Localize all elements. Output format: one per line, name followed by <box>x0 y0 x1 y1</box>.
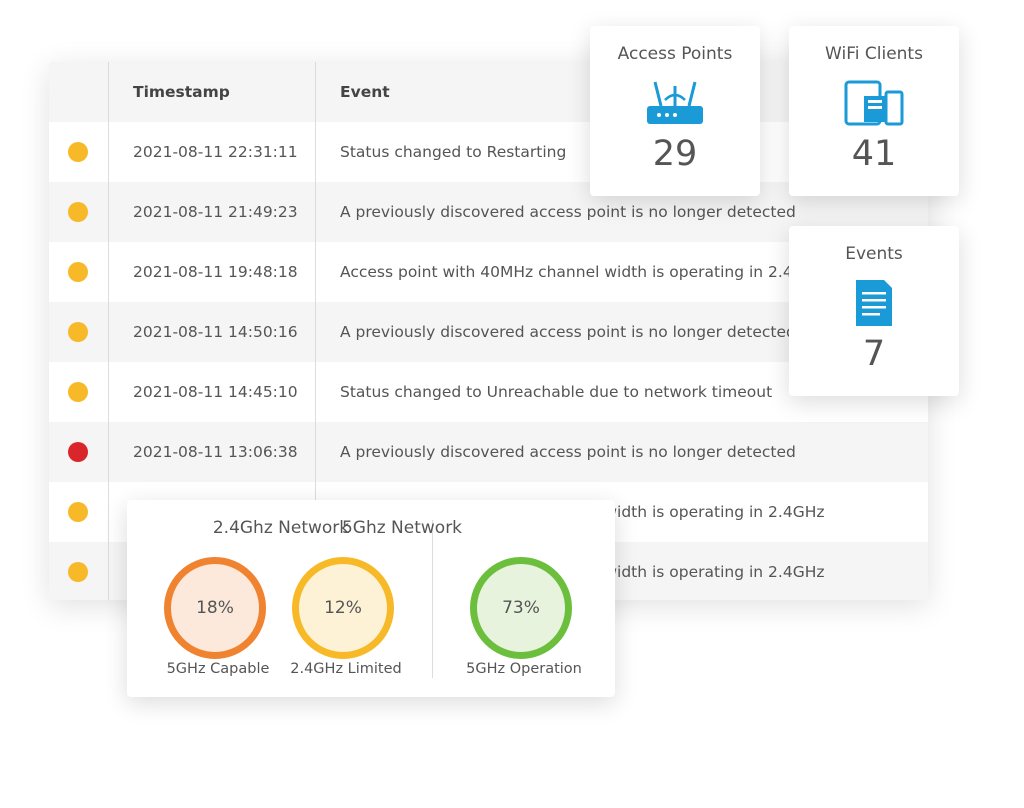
timestamp: 2021-08-11 21:49:23 <box>133 203 298 221</box>
network-title: 5Ghz Network <box>341 518 463 538</box>
divider <box>432 520 433 678</box>
gauge: 18% <box>164 557 266 659</box>
gauge: 73% <box>470 557 572 659</box>
card-value: 41 <box>851 134 897 174</box>
stat-card: WiFi Clients 41 <box>789 26 959 196</box>
gauge-caption: 5GHz Capable <box>166 661 270 677</box>
gauge-caption: 5GHz Operation <box>466 661 582 677</box>
status-dot <box>68 322 88 342</box>
status-dot <box>68 502 88 522</box>
card-value: 29 <box>652 134 698 174</box>
router-icon <box>647 81 703 124</box>
timestamp: 2021-08-11 13:06:38 <box>133 443 298 461</box>
card-title: Access Points <box>617 44 733 64</box>
card-title: WiFi Clients <box>825 44 923 64</box>
column-header: Timestamp <box>133 83 230 101</box>
table-row: 2021-08-11 19:48:18 Access point with 40M… <box>49 242 928 302</box>
timestamp: 2021-08-11 19:48:18 <box>133 263 298 281</box>
event-text: A previously discovered access point is … <box>340 443 796 461</box>
network-title: 2.4Ghz Network <box>212 518 350 538</box>
devices-icon <box>844 80 904 126</box>
table-row: 2021-08-11 14:50:16 A previously discover… <box>49 302 928 362</box>
status-dot <box>68 382 88 402</box>
timestamp: 2021-08-11 22:31:11 <box>133 143 298 161</box>
column-header: Event <box>340 83 390 101</box>
column-divider <box>315 62 316 600</box>
status-dot <box>68 262 88 282</box>
document-icon <box>856 280 892 326</box>
event-text: Access point with 40MHz channel width is… <box>340 263 825 281</box>
column-divider <box>108 62 109 600</box>
table-row: 2021-08-11 14:45:10 Status changed to Unr… <box>49 362 928 422</box>
status-dot <box>68 142 88 162</box>
card-value: 7 <box>862 334 886 374</box>
table-row: 2021-08-11 22:31:11 Status changed to Res… <box>49 122 928 182</box>
event-text: Status changed to Restarting <box>340 143 567 161</box>
stat-card: Access Points 29 <box>590 26 760 196</box>
card-title: Events <box>845 244 903 264</box>
table-row: 2021-08-11 21:49:23 A previously discover… <box>49 182 928 242</box>
event-text: A previously discovered access point is … <box>340 203 796 221</box>
status-dot <box>68 562 88 582</box>
status-dot <box>68 442 88 462</box>
event-text: A previously discovered access point is … <box>340 323 796 341</box>
status-dot <box>68 202 88 222</box>
header-row: Timestamp Event <box>49 62 928 122</box>
timestamp: 2021-08-11 14:45:10 <box>133 383 298 401</box>
gauge: 12% <box>292 557 394 659</box>
timestamp: 2021-08-11 14:50:16 <box>133 323 298 341</box>
event-text: Status changed to Unreachable due to net… <box>340 383 773 401</box>
gauge-caption: 2.4GHz Limited <box>290 661 402 677</box>
table-row: 2021-08-11 13:06:38 A previously discover… <box>49 422 928 482</box>
event-table: Timestamp Event 2021-08-11 22:31:11 Status … <box>49 62 928 600</box>
network-card: 2.4Ghz Network 18% 5GHz Capable 12% 2.4GHz L… <box>127 500 615 697</box>
stat-card: Events 7 <box>789 226 959 396</box>
